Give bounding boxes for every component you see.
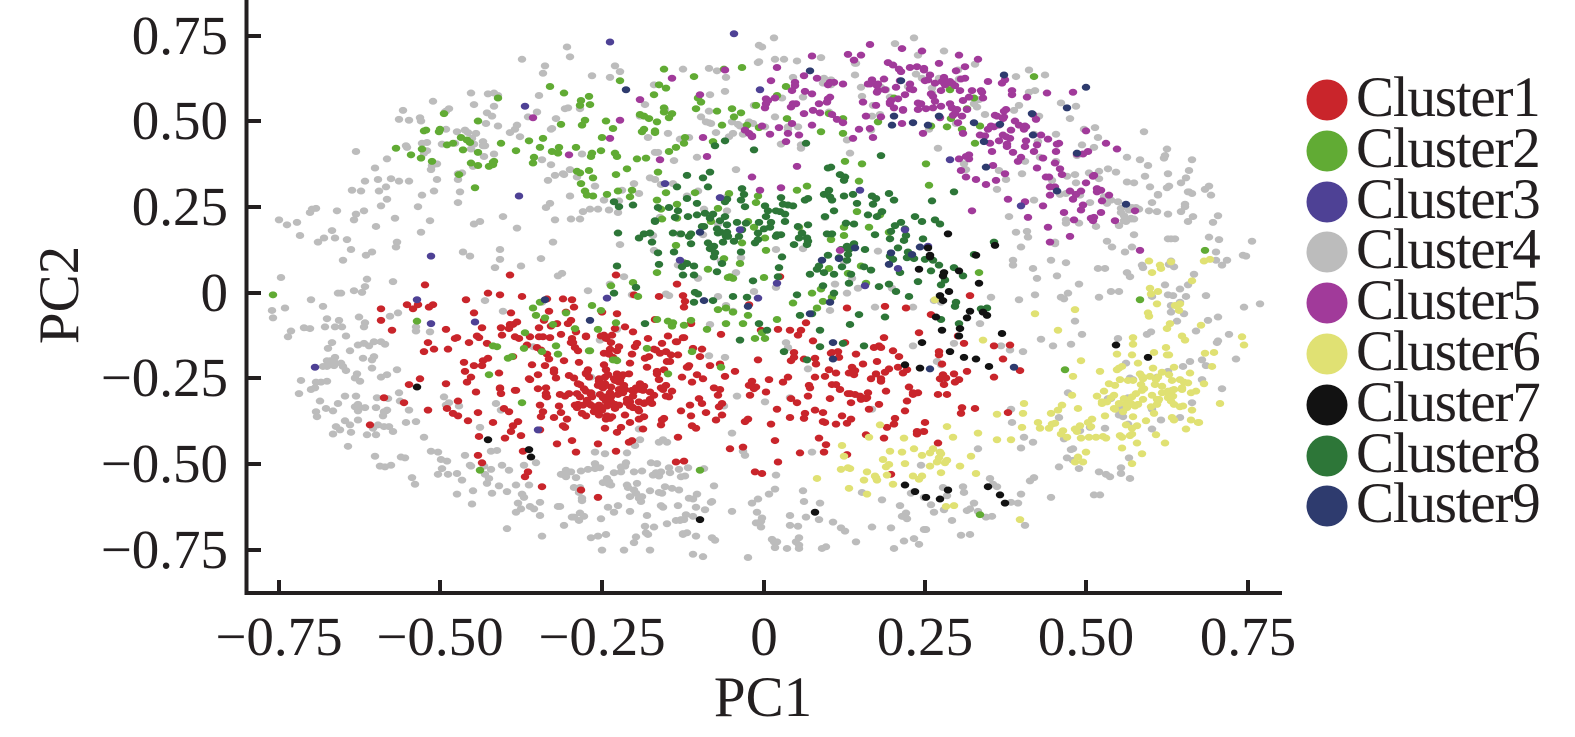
svg-text:PC2: PC2 <box>28 246 91 344</box>
svg-text:Cluster1: Cluster1 <box>1356 66 1540 129</box>
svg-text:−0.75: −0.75 <box>101 519 228 580</box>
svg-text:0: 0 <box>750 606 778 667</box>
svg-text:Cluster7: Cluster7 <box>1356 371 1540 434</box>
svg-text:Cluster4: Cluster4 <box>1356 218 1540 281</box>
svg-text:−0.75: −0.75 <box>215 606 342 667</box>
svg-text:PC1: PC1 <box>714 666 812 729</box>
svg-text:Cluster8: Cluster8 <box>1356 422 1540 485</box>
svg-text:0.25: 0.25 <box>877 606 973 667</box>
svg-text:Cluster6: Cluster6 <box>1356 320 1540 383</box>
svg-text:0.75: 0.75 <box>132 5 228 66</box>
svg-text:0.50: 0.50 <box>1038 606 1134 667</box>
svg-text:Cluster2: Cluster2 <box>1356 117 1540 180</box>
svg-text:0.75: 0.75 <box>1200 606 1296 667</box>
svg-text:0: 0 <box>201 262 229 323</box>
svg-text:0.50: 0.50 <box>132 90 228 151</box>
svg-text:Cluster5: Cluster5 <box>1356 269 1540 332</box>
svg-text:−0.50: −0.50 <box>101 433 228 494</box>
svg-text:−0.50: −0.50 <box>376 606 503 667</box>
svg-text:0.25: 0.25 <box>132 176 228 237</box>
svg-text:Cluster3: Cluster3 <box>1356 168 1540 231</box>
svg-text:−0.25: −0.25 <box>101 347 228 408</box>
svg-text:−0.25: −0.25 <box>538 606 665 667</box>
svg-text:Cluster9: Cluster9 <box>1356 472 1540 535</box>
